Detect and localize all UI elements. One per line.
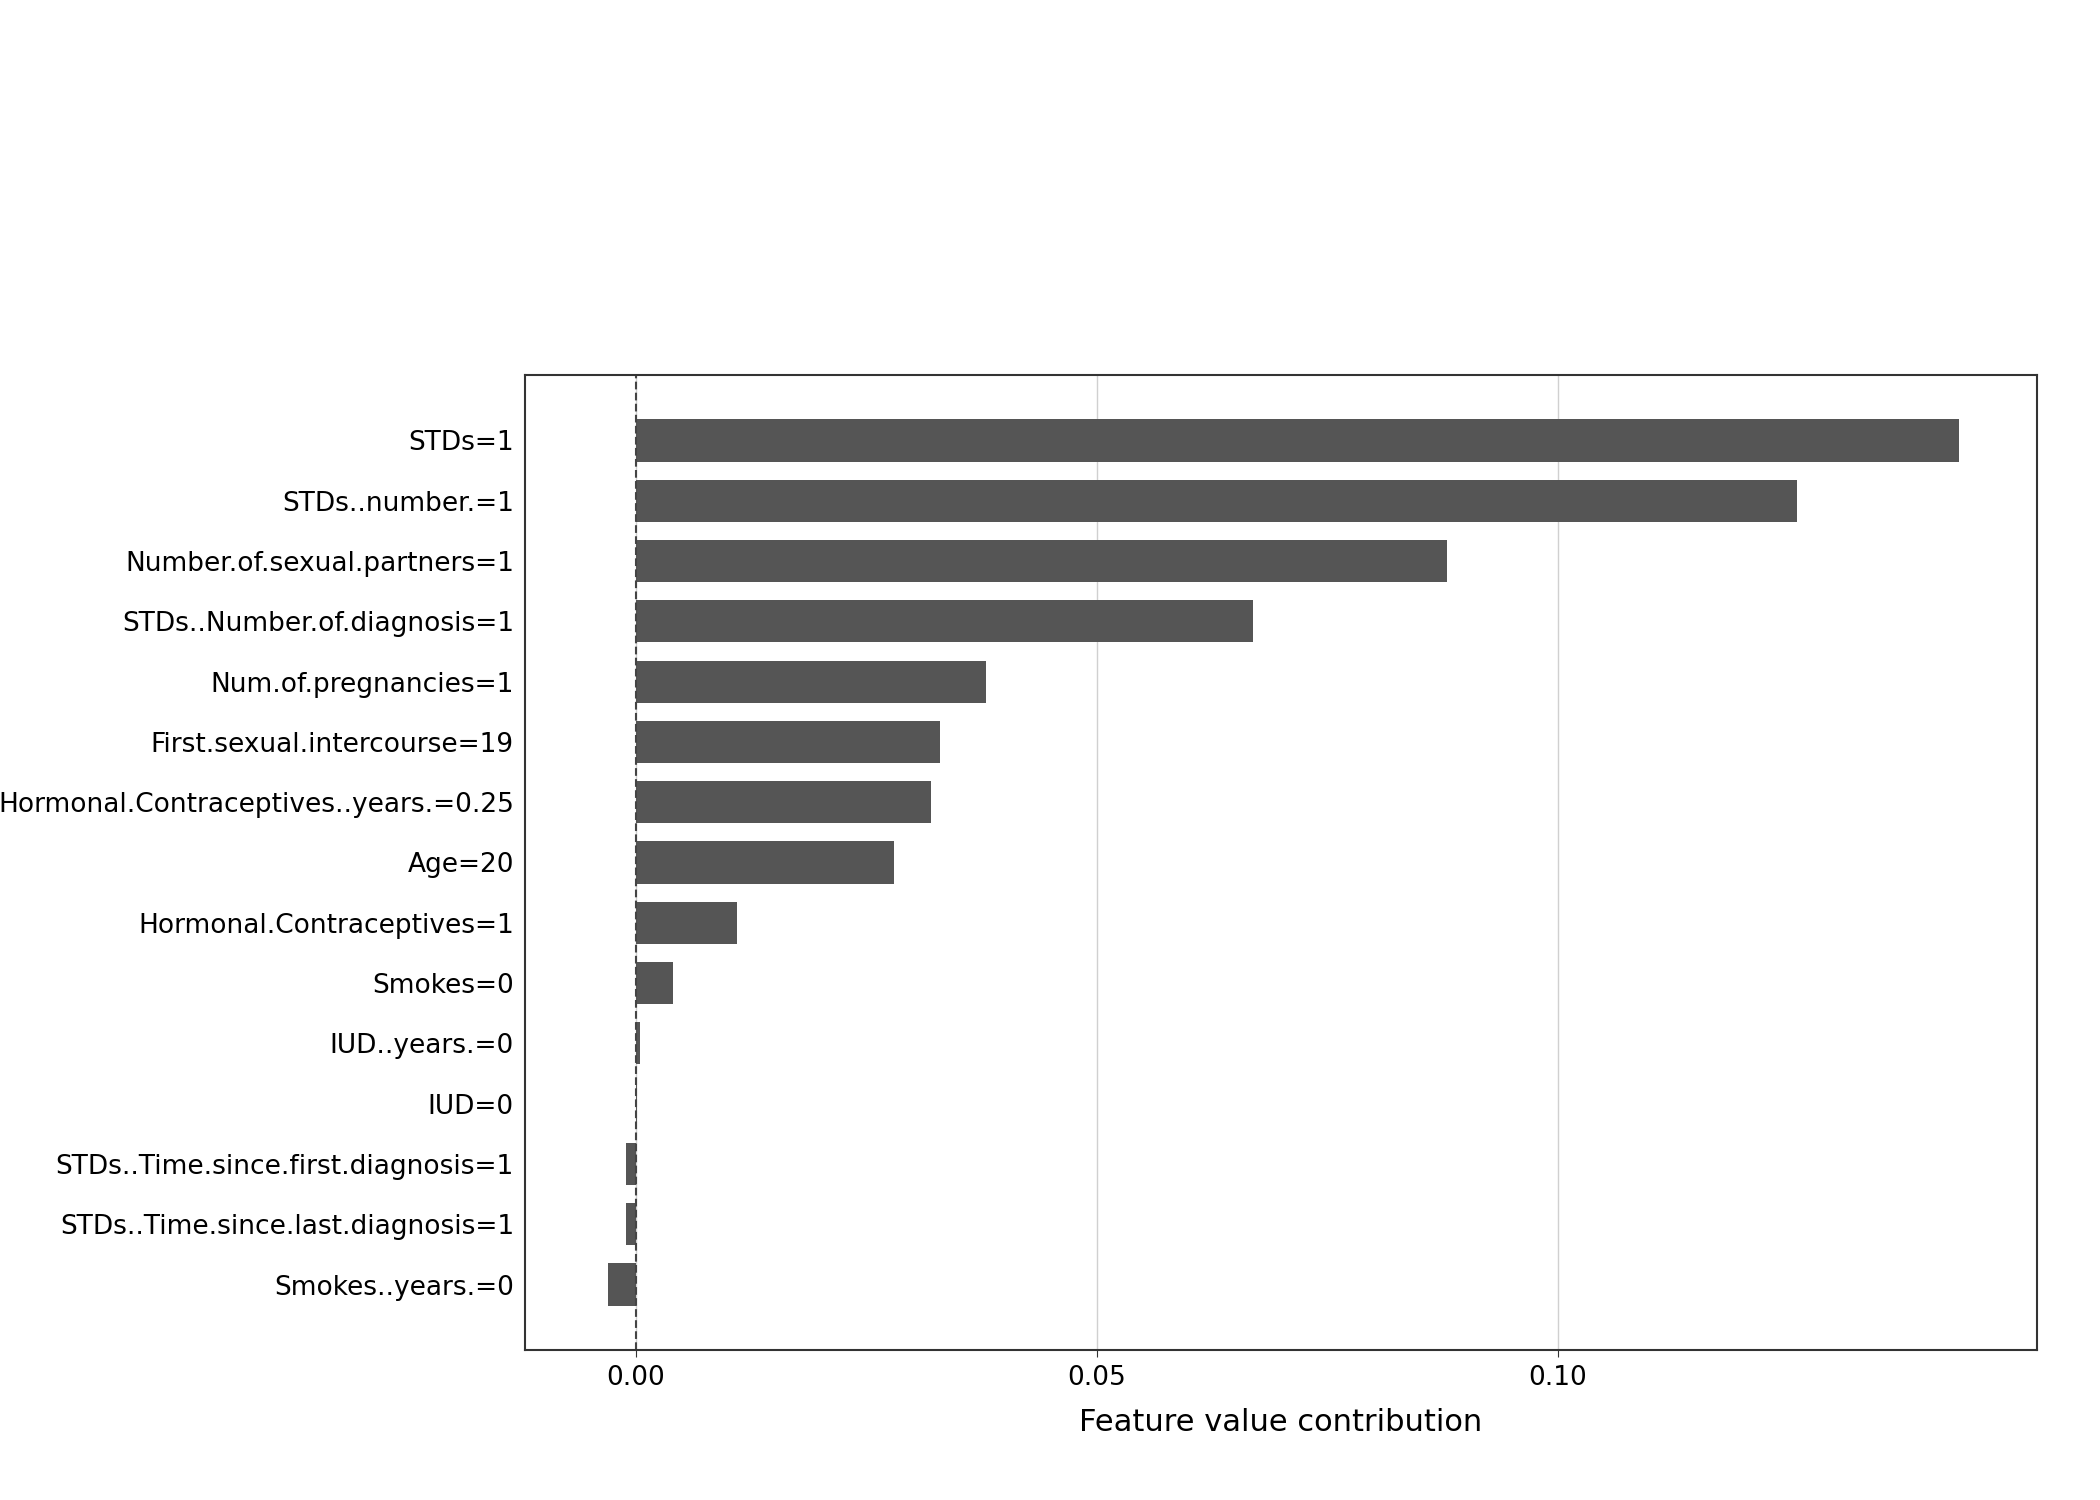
Bar — [636, 1023, 640, 1065]
Bar — [636, 600, 1254, 642]
Bar — [636, 782, 930, 824]
Bar — [636, 962, 672, 1004]
Bar — [636, 722, 941, 764]
Bar — [636, 902, 737, 944]
Bar — [636, 420, 1959, 462]
Bar — [609, 1263, 636, 1305]
Bar — [636, 842, 895, 884]
Bar — [636, 540, 1447, 582]
Bar — [626, 1143, 636, 1185]
Bar — [636, 480, 1798, 522]
Bar — [626, 1203, 636, 1245]
X-axis label: Feature value contribution: Feature value contribution — [1079, 1408, 1483, 1437]
Bar — [636, 660, 987, 702]
